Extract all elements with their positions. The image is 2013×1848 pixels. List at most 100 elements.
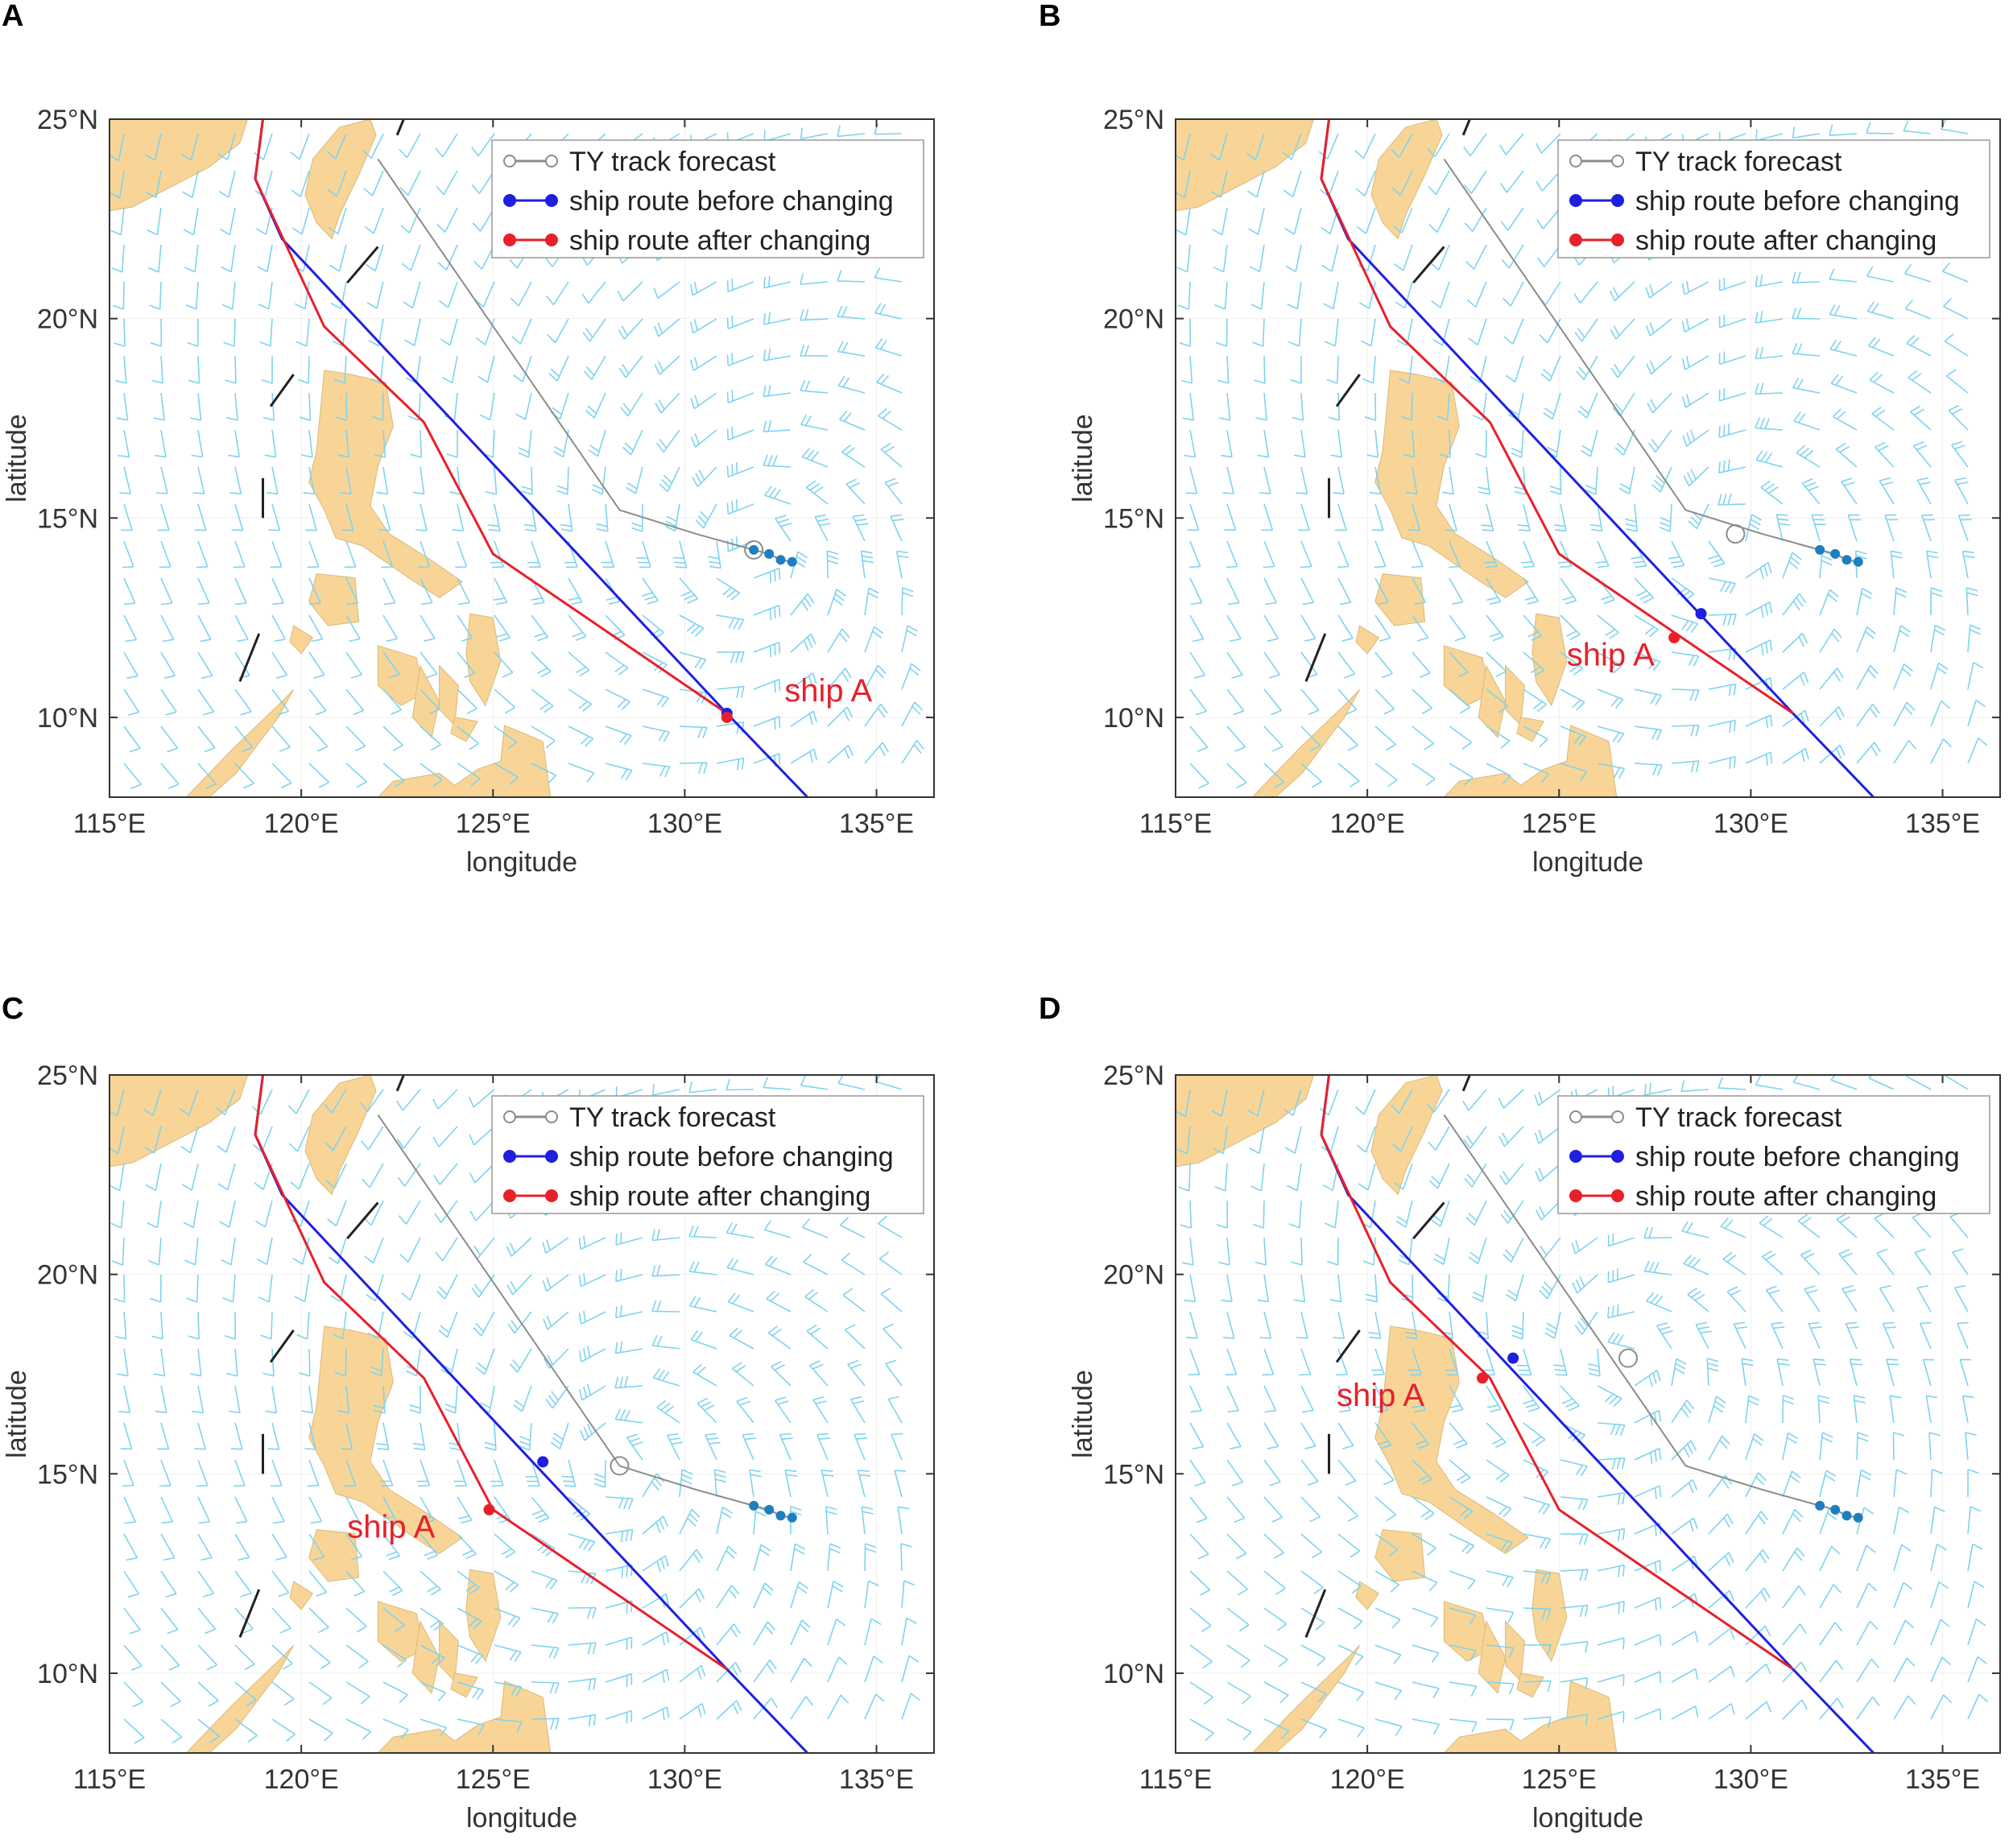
wind-barb: [1246, 170, 1265, 198]
wind-barb: [1431, 281, 1450, 308]
boundary-segment: [1304, 1589, 1327, 1638]
boundary-segment: [238, 1589, 261, 1638]
x-tick-label: 120°E: [1330, 1764, 1405, 1795]
wind-barb: [308, 688, 327, 716]
wind-barb: [1412, 726, 1434, 750]
x-tick-label: 115°E: [1139, 1764, 1212, 1795]
wind-barb: [642, 1706, 670, 1721]
wind-barb: [197, 1570, 215, 1598]
wind-barb: [1868, 1075, 1895, 1090]
wind-barb: [588, 429, 606, 457]
wind-barb: [827, 668, 852, 690]
wind-barb: [234, 688, 252, 716]
wind-barb: [370, 355, 384, 384]
wind-barb: [455, 540, 468, 568]
wind-barb: [1189, 688, 1207, 716]
wind-barb: [1261, 503, 1274, 531]
wind-barb: [1429, 244, 1450, 271]
wind-barb: [1671, 1517, 1698, 1535]
wind-barb: [1300, 763, 1322, 788]
wind-barb: [1486, 1570, 1514, 1588]
legend-swatch-marker: [503, 194, 516, 207]
wind-barb: [1829, 268, 1858, 283]
wind-barb: [1395, 281, 1413, 309]
wind-barb: [679, 1548, 704, 1572]
wind-barb: [689, 318, 717, 334]
wind-barb: [494, 726, 518, 750]
wind-barb: [371, 392, 384, 421]
wind-barb: [1465, 244, 1487, 270]
wind-barb: [1952, 1248, 1969, 1275]
wind-barb: [192, 1385, 205, 1414]
wind-barb: [1792, 307, 1821, 320]
land-mass: [377, 725, 552, 797]
wind-barb: [1801, 478, 1821, 505]
wind-barb: [1745, 751, 1773, 766]
wind-barb: [123, 1570, 140, 1598]
wind-barb: [1391, 1089, 1413, 1114]
wind-barb: [345, 1718, 371, 1740]
wind-barb: [1449, 1681, 1478, 1697]
wind-barb: [1463, 133, 1487, 157]
wind-barb: [420, 1570, 441, 1596]
wind-barb: [219, 1200, 236, 1228]
wind-barb: [1540, 355, 1561, 382]
wind-barb: [1648, 429, 1672, 453]
wind-barb: [689, 281, 717, 296]
wind-barb: [901, 1693, 920, 1720]
wind-barb: [617, 281, 643, 302]
land-mass: [185, 688, 295, 797]
wind-barb: [582, 318, 606, 342]
wind-barb: [679, 762, 708, 774]
wind-barb: [1392, 207, 1413, 234]
wind-barb: [188, 1311, 200, 1340]
wind-barb: [1326, 355, 1339, 384]
wind-barb: [1189, 1644, 1213, 1669]
wind-barb: [1337, 651, 1356, 679]
wind-barb: [1856, 626, 1876, 653]
wind-barb: [1176, 1126, 1191, 1155]
x-tick-label: 130°E: [1713, 808, 1788, 839]
wind-barb: [800, 345, 829, 357]
wind-barb: [1449, 540, 1461, 568]
boundary-segment: [1461, 1075, 1471, 1092]
wind-barb: [1655, 1322, 1673, 1350]
wind-barb: [838, 410, 866, 431]
wind-barb: [345, 577, 359, 606]
wind-barb: [344, 540, 357, 568]
wind-barb: [1912, 440, 1932, 468]
wind-barb: [1185, 466, 1198, 494]
ship-label: ship A: [784, 673, 872, 709]
wind-barb: [1433, 1237, 1450, 1265]
wind-barb: [1560, 1604, 1589, 1618]
wind-barb: [664, 503, 680, 532]
wind-barb: [399, 133, 421, 159]
boundary-segment: [346, 1201, 379, 1240]
wind-barb: [123, 1644, 143, 1671]
wind-barb: [841, 444, 866, 468]
wind-barb: [290, 133, 310, 160]
wind-barb: [1499, 133, 1524, 155]
wind-barb: [270, 1459, 283, 1487]
wind-barb: [110, 1089, 125, 1117]
wind-barb: [432, 1126, 458, 1147]
wind-barb: [1544, 1311, 1561, 1339]
wind-barb: [1819, 1584, 1841, 1609]
wind-barb: [1797, 1213, 1821, 1238]
wind-barb: [1369, 466, 1382, 495]
wind-barb: [845, 1324, 866, 1350]
wind-barb: [679, 651, 707, 670]
panel-letter: C: [2, 992, 23, 1026]
wind-barb: [476, 318, 495, 345]
wind-barb: [434, 1200, 458, 1223]
wind-barb: [444, 1385, 458, 1414]
wind-barb: [1189, 1570, 1211, 1596]
wind-barb: [1893, 587, 1908, 616]
wind-barb: [790, 593, 815, 616]
wind-barb: [897, 1506, 910, 1535]
ty-center-marker: [1726, 524, 1746, 544]
land-mass: [1374, 573, 1426, 626]
wind-barb: [1782, 632, 1808, 653]
wind-barb: [1708, 1703, 1735, 1720]
